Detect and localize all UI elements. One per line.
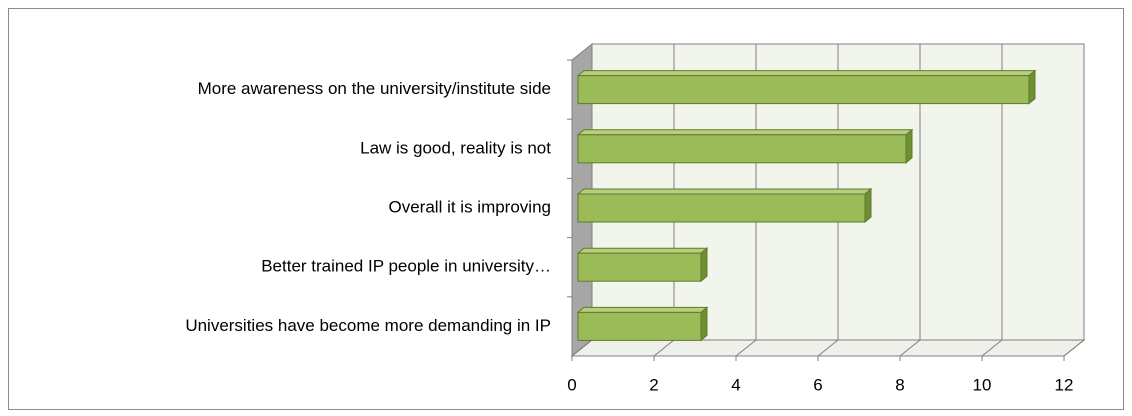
bar — [577, 134, 907, 164]
bar-top — [576, 306, 709, 313]
bar — [577, 311, 702, 341]
x-tick-label: 0 — [567, 375, 576, 394]
bar-top — [576, 247, 709, 254]
y-tick-label: Universities have become more demanding … — [185, 316, 551, 335]
bar-side — [1028, 69, 1036, 105]
bar-side — [700, 306, 708, 342]
floor-grid-line — [981, 339, 1003, 357]
floor-grid-line — [653, 339, 675, 357]
floor-grid-line — [817, 339, 839, 357]
bar-side — [700, 247, 708, 283]
y-tick-label: Overall it is improving — [389, 197, 552, 216]
floor-grid-line — [1063, 339, 1085, 357]
y-tick-label: Better trained IP people in university… — [261, 257, 551, 276]
x-tick-label: 12 — [1055, 375, 1074, 394]
y-tick-label: Law is good, reality is not — [360, 138, 551, 157]
x-tick-label: 2 — [649, 375, 658, 394]
x-tick-label: 10 — [973, 375, 992, 394]
bar-top — [576, 188, 873, 195]
bar-side — [905, 128, 913, 164]
x-tick-label: 6 — [813, 375, 822, 394]
bar — [577, 252, 702, 282]
bar — [577, 75, 1030, 105]
bar-top — [576, 129, 914, 136]
bar — [577, 193, 866, 223]
x-tick-label: 4 — [731, 375, 740, 394]
bar-top — [576, 70, 1037, 77]
x-tick-label: 8 — [895, 375, 904, 394]
floor-grid-line — [899, 339, 921, 357]
floor-grid-line — [571, 339, 593, 357]
y-tick-label: More awareness on the university/institu… — [198, 79, 551, 98]
floor-grid-line — [735, 339, 757, 357]
bar-side — [864, 187, 872, 224]
